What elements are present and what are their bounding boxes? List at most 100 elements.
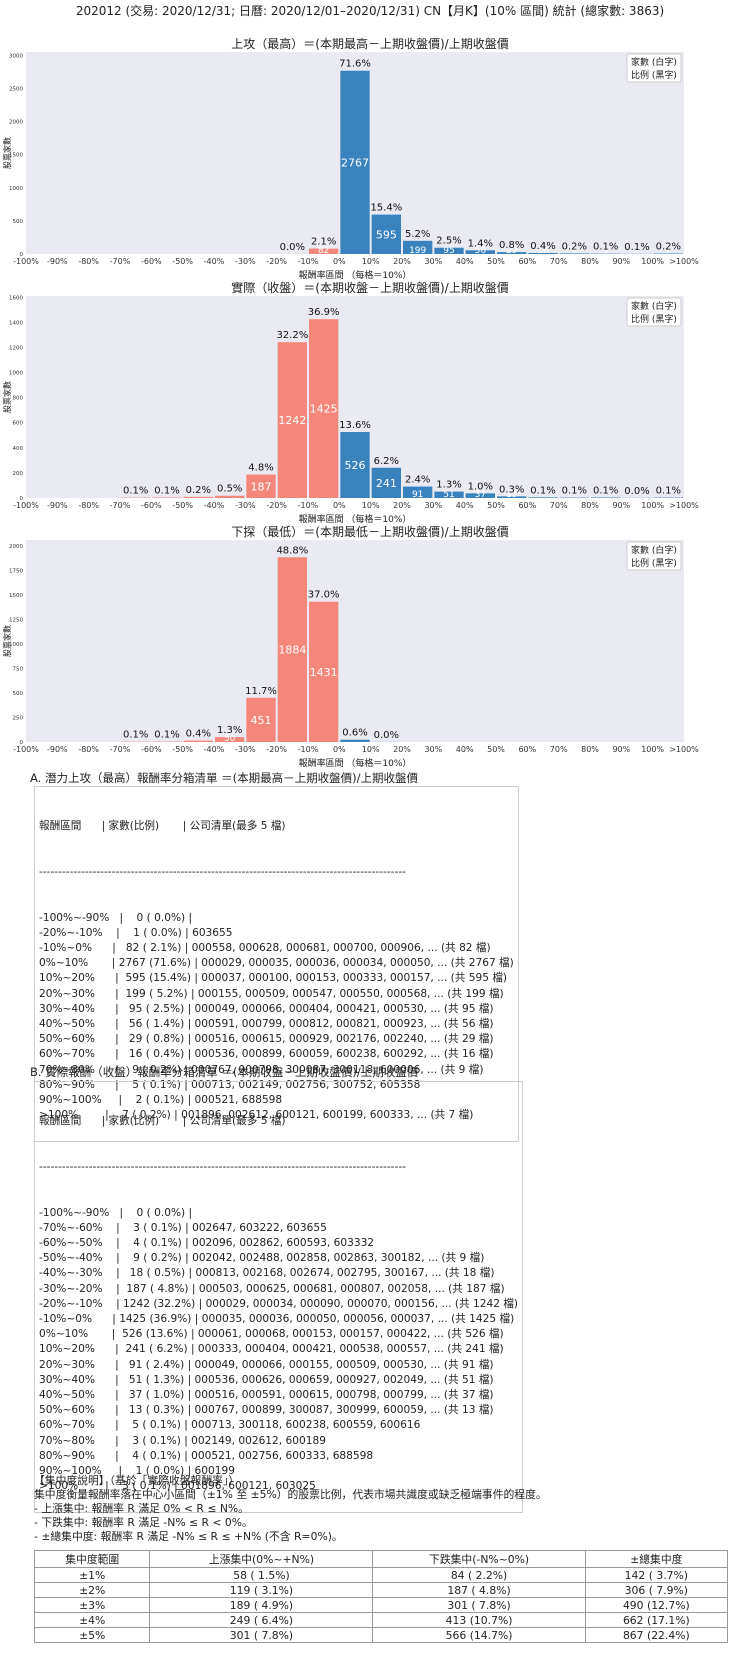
list-item: 60%~70% | 5 ( 0.1%) | 000713, 300118, 60…: [39, 1419, 421, 1432]
section-a-divider: ----------------------------------------…: [39, 866, 406, 879]
x-tick-label: 20%: [393, 745, 411, 754]
bar: [277, 342, 307, 498]
x-tick-label: -50%: [172, 257, 193, 266]
bar: [528, 252, 558, 254]
x-tick-label: -20%: [266, 501, 287, 510]
x-tick-label: -80%: [78, 257, 99, 266]
y-tick-label: 1200: [9, 345, 23, 351]
table-cell: ±5%: [33, 1627, 151, 1643]
x-tick-label: 100%: [641, 257, 664, 266]
bar-count-label: 51: [443, 490, 454, 500]
x-tick-label: -100%: [13, 745, 39, 754]
concentration-line: 【集中度說明】（基於「實際收盤報酬率」）: [34, 1474, 240, 1487]
x-tick-label: -90%: [47, 745, 68, 754]
bar-pct-label: 0.1%: [593, 242, 618, 253]
bar-pct-label: 0.4%: [530, 241, 555, 252]
list-item: 10%~20% | 241 ( 6.2%) | 000333, 000404, …: [39, 1343, 504, 1356]
x-tick-label: 90%: [612, 745, 630, 754]
bar: [559, 253, 589, 254]
x-tick-label: -90%: [47, 501, 68, 510]
x-tick-label: 100%: [641, 745, 664, 754]
bar: [183, 496, 213, 498]
bar: [152, 497, 182, 498]
bar: [246, 474, 276, 498]
y-tick-label: 2000: [9, 120, 23, 126]
y-tick-label: 1500: [9, 153, 23, 159]
x-tick-label: -100%: [13, 501, 39, 510]
bar-pct-label: 0.2%: [562, 241, 587, 252]
bar-pct-label: 2.5%: [436, 236, 461, 247]
list-item: 20%~30% | 91 ( 2.4%) | 000049, 000066, 0…: [39, 1358, 494, 1371]
list-item: -100%~-90% | 0 ( 0.0%) |: [39, 911, 193, 924]
bar: [215, 495, 245, 498]
x-tick-label: 20%: [393, 257, 411, 266]
x-tick-label: 20%: [393, 501, 411, 510]
list-item: -40%~-30% | 18 ( 0.5%) | 000813, 002168,…: [39, 1267, 495, 1280]
bar: [340, 70, 370, 254]
table-row: ±4% 249 ( 6.4%) 413 (10.7%) 662 (17.1%): [33, 1612, 729, 1628]
bar-count-label: 82: [318, 246, 329, 256]
bar-pct-label: 0.4%: [186, 729, 211, 740]
bar: [309, 601, 339, 742]
bar-count-label: 95: [443, 246, 454, 256]
list-item: -20%~-10% | 1242 (32.2%) | 000029, 00003…: [39, 1297, 519, 1310]
bar-pct-label: 0.1%: [154, 485, 179, 496]
chart-title: 上攻（最高）＝(本期最高－上期收盤價)/上期收盤價: [231, 36, 508, 51]
table-cell: 662 (17.1%): [584, 1612, 729, 1628]
list-item: 30%~40% | 95 ( 2.5%) | 000049, 000066, 0…: [39, 1002, 494, 1015]
x-tick-label: -70%: [110, 501, 131, 510]
bar-pct-label: 0.1%: [562, 486, 587, 497]
y-tick-label: 750: [13, 666, 24, 672]
bar-pct-label: 36.9%: [308, 307, 340, 318]
bar-pct-label: 2.4%: [405, 475, 430, 486]
section-b-header: 報酬區間 | 家數(比例) | 公司清單(最多 5 檔): [39, 1115, 286, 1128]
bar: [403, 486, 433, 498]
list-item: 90%~100% | 1 ( 0.0%) | 600199: [39, 1465, 235, 1478]
list-item: 50%~60% | 29 ( 0.8%) | 000516, 000615, 0…: [39, 1033, 494, 1046]
bar-count-label: 451: [251, 714, 272, 727]
chart-actual-close: 實際（收盤）＝(本期收盤－上期收盤價)/上期收盤價 0 200 400 600 800 10…: [2, 280, 699, 525]
y-tick-label: 1000: [9, 186, 23, 192]
bar-count-label: 16: [537, 246, 549, 256]
bar: [434, 491, 464, 498]
y-tick-label: 500: [13, 691, 24, 697]
bar-pct-label: 0.2%: [656, 242, 681, 253]
bar-count-label: 595: [376, 228, 397, 241]
legend-line: 比例 (黑字): [631, 313, 677, 325]
legend-line: 比例 (黑字): [631, 69, 677, 81]
x-tick-label: 40%: [456, 257, 474, 266]
bar-pct-label: 4.8%: [248, 463, 273, 474]
concentration-line: - 上漲集中: 報酬率 R 滿足 0% < R ≤ N%。: [34, 1502, 249, 1515]
x-tick-label: 0%: [333, 257, 346, 266]
y-tick-label: 800: [13, 396, 24, 402]
table-cell: 490 (12.7%): [584, 1597, 729, 1613]
x-tick-label: -80%: [78, 501, 99, 510]
table-cell: 301 ( 7.8%): [372, 1597, 586, 1613]
y-tick-label: 0: [20, 740, 24, 746]
bar-pct-label: 0.2%: [186, 485, 211, 496]
y-tick-label: 500: [13, 219, 24, 225]
bar: [528, 497, 558, 498]
x-tick-label: -70%: [110, 257, 131, 266]
bar-pct-label: 0.1%: [154, 730, 179, 741]
bar-pct-label: 0.5%: [217, 484, 242, 495]
x-tick-label: 70%: [550, 257, 568, 266]
y-tick-label: 600: [13, 421, 24, 427]
legend-box: [626, 53, 682, 83]
y-tick-label: 250: [13, 715, 24, 721]
table-cell: 119 ( 3.1%): [149, 1582, 374, 1598]
bar-pct-label: 0.1%: [530, 485, 555, 496]
x-tick-label: 30%: [424, 745, 442, 754]
bar-pct-label: 1.4%: [468, 238, 493, 249]
table-cell: 249 ( 6.4%): [149, 1612, 374, 1628]
table-cell: 301 ( 7.8%): [149, 1627, 374, 1643]
concentration-header-cell: 下跌集中(-N%~0%): [372, 1550, 586, 1568]
bar-pct-label: 1.3%: [217, 725, 242, 736]
list-item: 10%~20% | 595 (15.4%) | 000037, 000100, …: [39, 972, 508, 985]
x-tick-label: 80%: [581, 257, 599, 266]
x-tick-label: -40%: [204, 745, 225, 754]
concentration-explanation: 【集中度說明】（基於「實際收盤報酬率」） 集中度衡量報酬率落在中心小區間（±1%…: [34, 1474, 547, 1544]
bar-count-label: 526: [345, 459, 366, 472]
bar-pct-label: 0.0%: [280, 242, 305, 253]
list-item: 30%~40% | 51 ( 1.3%) | 000536, 000626, 0…: [39, 1373, 494, 1386]
